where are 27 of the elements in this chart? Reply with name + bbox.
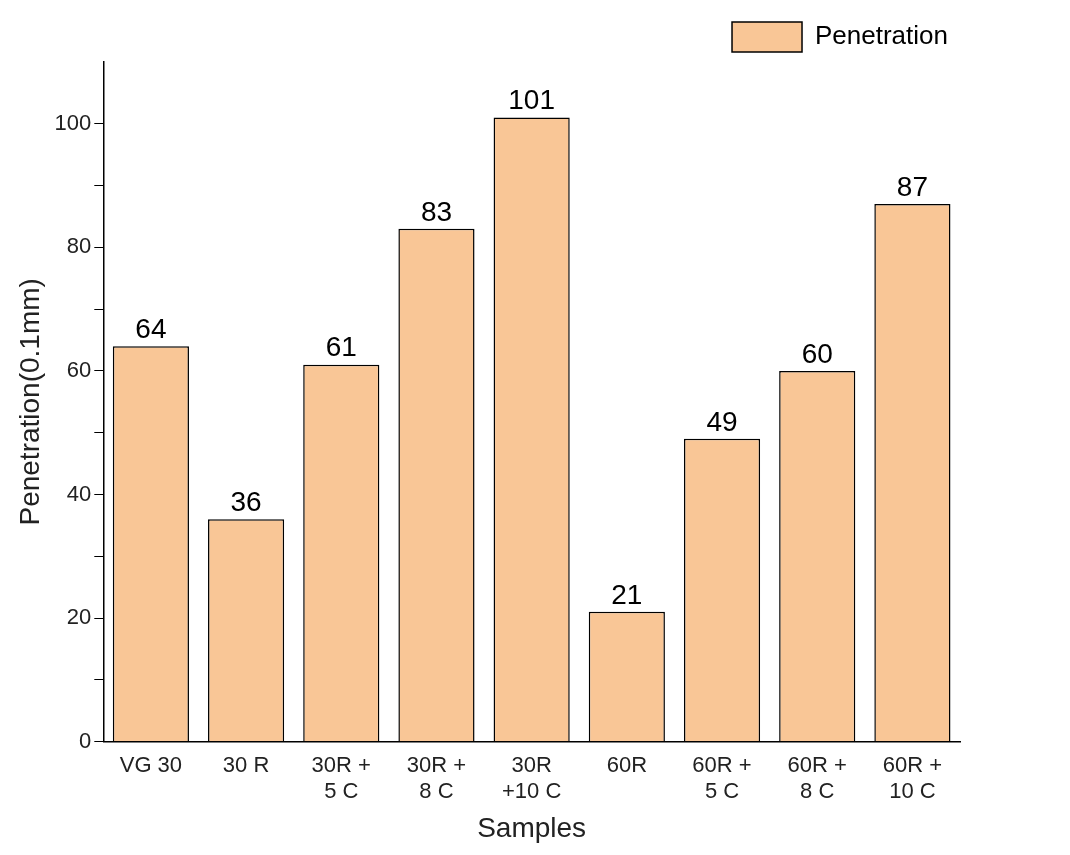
y-tick-label: 20 <box>66 604 92 630</box>
x-tick-label: 60R <box>606 751 648 777</box>
x-tick-label: VG 30 <box>119 751 183 777</box>
y-tick-label: 80 <box>66 233 92 259</box>
data-label: 83 <box>420 195 453 227</box>
x-tick-label: 30R + 8 C <box>406 751 467 804</box>
y-tick-label: 0 <box>79 727 92 753</box>
data-label: 64 <box>135 312 167 344</box>
x-tick-label: 60R + 5 C <box>692 751 752 804</box>
data-label: 61 <box>325 331 357 363</box>
x-axis-title: Samples <box>477 811 587 843</box>
data-label: 49 <box>706 405 738 437</box>
data-label: 60 <box>801 337 833 369</box>
y-axis-title: Penetration(0.1mm) <box>13 278 45 526</box>
data-label: 36 <box>230 485 262 517</box>
y-tick-label: 100 <box>54 109 92 135</box>
y-tick-label: 60 <box>66 356 92 382</box>
data-label: 21 <box>611 578 643 610</box>
legend-label: Penetration <box>815 20 948 51</box>
x-tick-label: 30 R <box>222 751 270 777</box>
x-tick-label: 60R + 8 C <box>787 751 847 804</box>
y-tick-label: 40 <box>66 480 92 506</box>
x-tick-label: 30R + 5 C <box>311 751 371 804</box>
x-tick-label: 60R + 10 C <box>882 751 943 804</box>
data-label: 101 <box>508 84 556 116</box>
x-tick-label: 30R +10 C <box>501 751 562 804</box>
data-label: 87 <box>896 170 928 202</box>
